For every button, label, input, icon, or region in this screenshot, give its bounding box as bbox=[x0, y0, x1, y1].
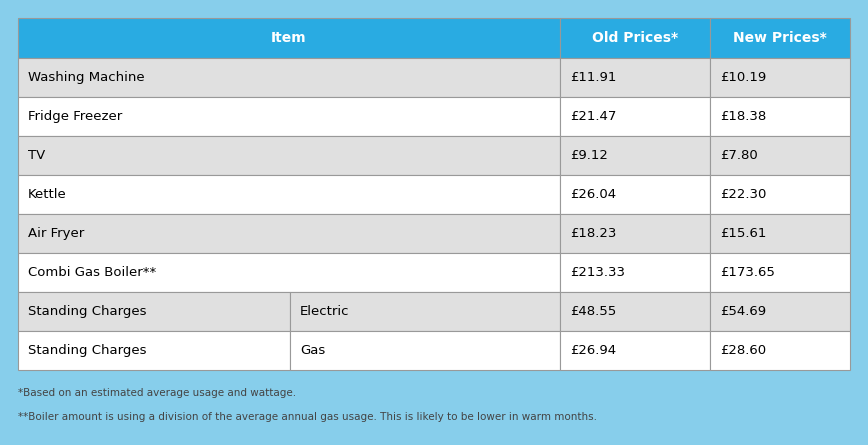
Text: £7.80: £7.80 bbox=[720, 149, 758, 162]
Text: £48.55: £48.55 bbox=[570, 305, 616, 318]
Text: £11.91: £11.91 bbox=[570, 71, 616, 84]
Bar bbox=[18, 331, 290, 370]
Text: Combi Gas Boiler**: Combi Gas Boiler** bbox=[28, 266, 156, 279]
Bar bbox=[560, 331, 710, 370]
Text: Old Prices*: Old Prices* bbox=[592, 31, 678, 45]
Text: £10.19: £10.19 bbox=[720, 71, 766, 84]
Text: Fridge Freezer: Fridge Freezer bbox=[28, 110, 122, 123]
Text: £28.60: £28.60 bbox=[720, 344, 766, 357]
Text: Electric: Electric bbox=[300, 305, 350, 318]
Bar bbox=[18, 292, 290, 331]
Text: Air Fryer: Air Fryer bbox=[28, 227, 84, 240]
Bar bbox=[710, 58, 850, 97]
Text: £26.94: £26.94 bbox=[570, 344, 616, 357]
Text: £26.04: £26.04 bbox=[570, 188, 616, 201]
Bar bbox=[560, 253, 710, 292]
Text: Item: Item bbox=[271, 31, 306, 45]
Bar bbox=[560, 175, 710, 214]
Bar bbox=[560, 97, 710, 136]
Bar bbox=[18, 136, 560, 175]
Text: Kettle: Kettle bbox=[28, 188, 67, 201]
Text: £54.69: £54.69 bbox=[720, 305, 766, 318]
Text: £18.38: £18.38 bbox=[720, 110, 766, 123]
Bar bbox=[560, 18, 710, 58]
Bar bbox=[560, 58, 710, 97]
Bar bbox=[290, 331, 560, 370]
Bar bbox=[710, 331, 850, 370]
Bar bbox=[18, 175, 560, 214]
Text: Standing Charges: Standing Charges bbox=[28, 305, 147, 318]
Bar bbox=[710, 97, 850, 136]
Text: £22.30: £22.30 bbox=[720, 188, 766, 201]
Text: £18.23: £18.23 bbox=[570, 227, 616, 240]
Bar bbox=[290, 292, 560, 331]
Text: £9.12: £9.12 bbox=[570, 149, 608, 162]
Bar bbox=[18, 58, 560, 97]
Bar bbox=[18, 253, 560, 292]
Bar bbox=[560, 292, 710, 331]
Text: Standing Charges: Standing Charges bbox=[28, 344, 147, 357]
Bar bbox=[18, 97, 560, 136]
Bar bbox=[710, 253, 850, 292]
Bar bbox=[560, 136, 710, 175]
Text: £173.65: £173.65 bbox=[720, 266, 775, 279]
Text: **Boiler amount is using a division of the average annual gas usage. This is lik: **Boiler amount is using a division of t… bbox=[18, 412, 597, 422]
Bar bbox=[710, 136, 850, 175]
Text: Gas: Gas bbox=[300, 344, 326, 357]
Text: £21.47: £21.47 bbox=[570, 110, 616, 123]
Bar bbox=[710, 214, 850, 253]
Bar bbox=[710, 18, 850, 58]
Text: New Prices*: New Prices* bbox=[733, 31, 827, 45]
Bar bbox=[18, 18, 560, 58]
Text: *Based on an estimated average usage and wattage.: *Based on an estimated average usage and… bbox=[18, 388, 296, 398]
Text: Washing Machine: Washing Machine bbox=[28, 71, 145, 84]
Text: £15.61: £15.61 bbox=[720, 227, 766, 240]
Bar bbox=[18, 214, 560, 253]
Bar bbox=[710, 292, 850, 331]
Bar bbox=[560, 214, 710, 253]
Text: £213.33: £213.33 bbox=[570, 266, 625, 279]
Text: TV: TV bbox=[28, 149, 45, 162]
Bar bbox=[710, 175, 850, 214]
